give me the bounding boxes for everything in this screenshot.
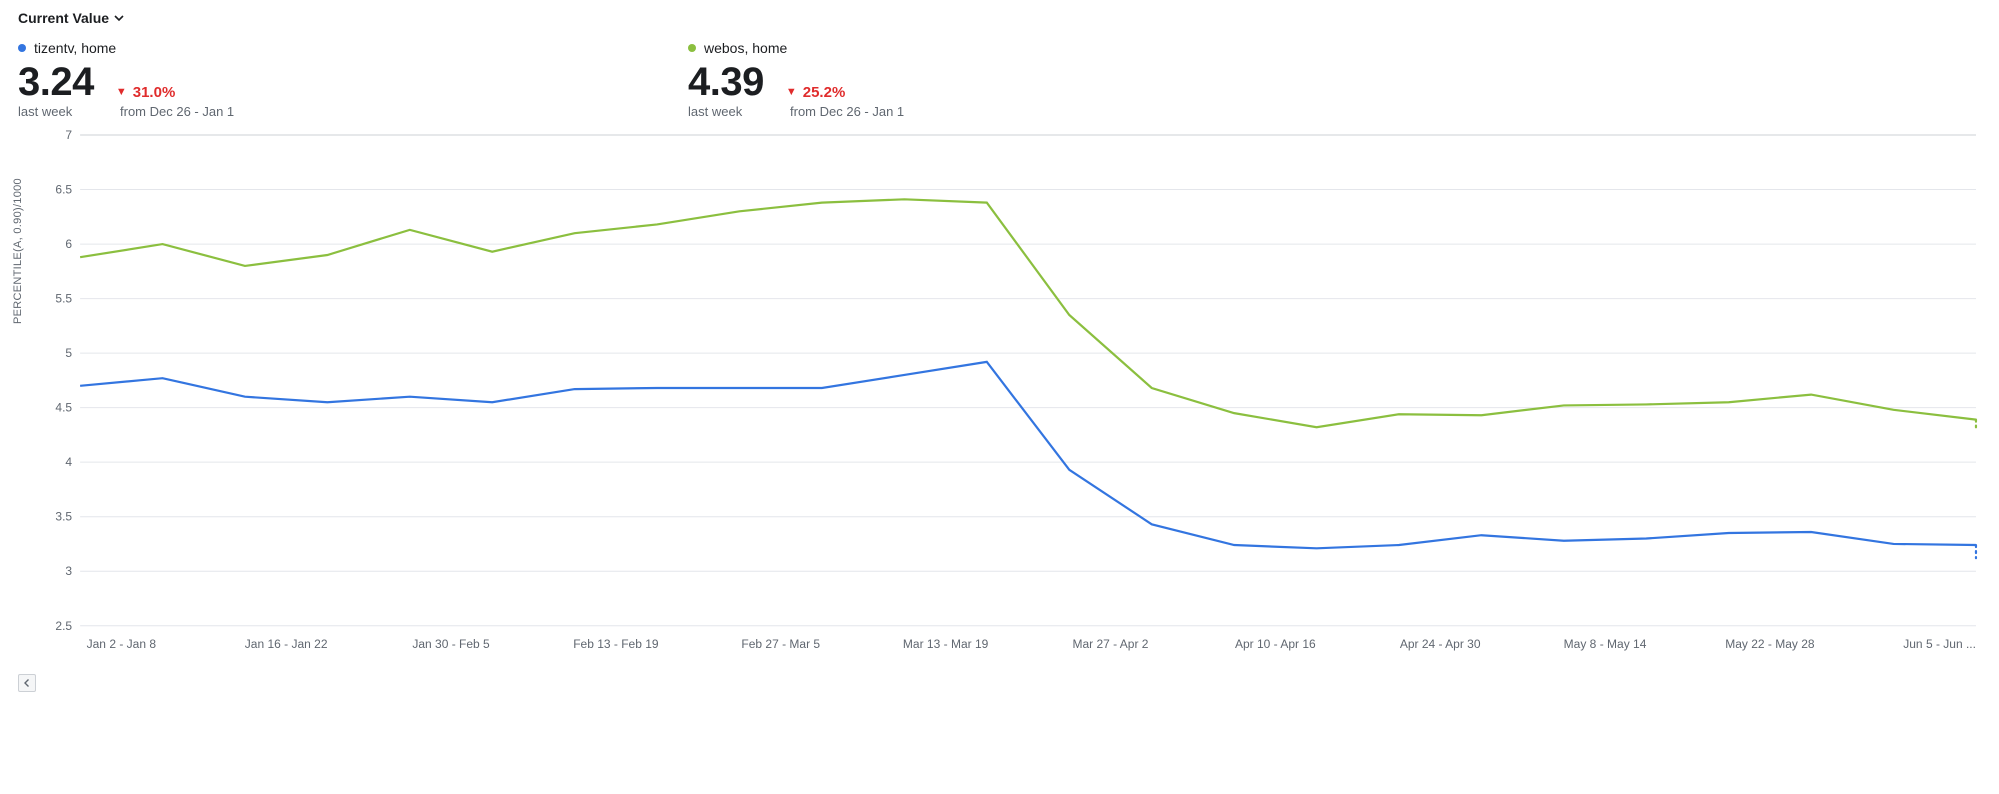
x-tick-label: May 8 - May 14	[1564, 637, 1647, 651]
change-percent: 31.0%	[133, 84, 176, 101]
legend-label: webos, home	[704, 40, 787, 56]
chart-container: PERCENTILE(A, 0.90)/1000 2.533.544.555.5…	[18, 127, 1981, 668]
y-axis-title: PERCENTILE(A, 0.90)/1000	[12, 178, 24, 324]
metric-value: 3.24	[18, 62, 94, 102]
y-tick-label: 2.5	[55, 619, 72, 633]
y-tick-label: 4.5	[55, 401, 72, 415]
y-tick-label: 5.5	[55, 292, 72, 306]
chevron-left-icon	[22, 678, 32, 688]
metric-block-tizentv: tizentv, home 3.24 ▼ 31.0% last week fro…	[18, 40, 318, 119]
legend-dot	[18, 44, 26, 52]
x-tick-label: Feb 27 - Mar 5	[741, 637, 820, 651]
legend-dot	[688, 44, 696, 52]
y-tick-label: 3.5	[55, 510, 72, 524]
metric-block-webos: webos, home 4.39 ▼ 25.2% last week from …	[688, 40, 988, 119]
metric-sub-right: from Dec 26 - Jan 1	[120, 104, 234, 119]
x-tick-label: Jan 16 - Jan 22	[245, 637, 328, 651]
y-tick-label: 5	[65, 346, 72, 360]
x-tick-label: Mar 13 - Mar 19	[903, 637, 989, 651]
x-tick-label: Apr 24 - Apr 30	[1400, 637, 1481, 651]
x-tick-label: Mar 27 - Apr 2	[1072, 637, 1148, 651]
prev-page-button[interactable]	[18, 674, 36, 692]
x-tick-label: Jun 5 - Jun ...	[1903, 637, 1976, 651]
metric-change: ▼ 31.0%	[116, 84, 175, 101]
line-chart: 2.5 3 3.5 4 4.5 5 5.5 6 6.5 7 Jan 2 - Jan 8 Jan 16 …	[18, 127, 1981, 668]
metric-sub-left: last week	[18, 104, 98, 119]
series-line	[80, 199, 1976, 427]
x-tick-label: Jan 2 - Jan 8	[87, 637, 157, 651]
trend-down-icon: ▼	[786, 86, 797, 98]
y-tick-label: 6	[65, 237, 72, 251]
x-tick-label: Apr 10 - Apr 16	[1235, 637, 1316, 651]
dropdown-label: Current Value	[18, 10, 109, 26]
metrics-row: tizentv, home 3.24 ▼ 31.0% last week fro…	[18, 40, 1981, 119]
y-tick-label: 7	[65, 128, 72, 142]
metric-value: 4.39	[688, 62, 764, 102]
y-tick-label: 4	[65, 455, 72, 469]
chevron-down-icon	[113, 12, 125, 24]
metric-sub-left: last week	[688, 104, 768, 119]
trend-down-icon: ▼	[116, 86, 127, 98]
y-tick-label: 6.5	[55, 183, 72, 197]
series-line	[80, 362, 1976, 548]
x-tick-label: Jan 30 - Feb 5	[412, 637, 490, 651]
change-percent: 25.2%	[803, 84, 846, 101]
x-tick-label: Feb 13 - Feb 19	[573, 637, 659, 651]
x-tick-label: May 22 - May 28	[1725, 637, 1815, 651]
metric-sub-right: from Dec 26 - Jan 1	[790, 104, 904, 119]
y-tick-label: 3	[65, 564, 72, 578]
legend-label: tizentv, home	[34, 40, 116, 56]
current-value-dropdown[interactable]: Current Value	[18, 10, 125, 26]
metric-change: ▼ 25.2%	[786, 84, 845, 101]
